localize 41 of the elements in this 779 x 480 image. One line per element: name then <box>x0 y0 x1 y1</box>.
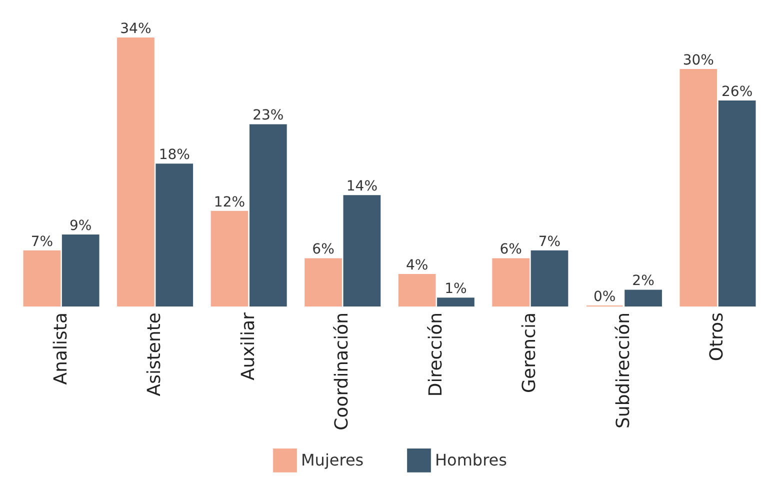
data-label: 34% <box>120 21 152 37</box>
bar <box>210 210 248 306</box>
data-label: 7% <box>30 234 54 250</box>
data-label: 18% <box>158 147 190 164</box>
bar <box>117 38 154 306</box>
bar <box>718 100 756 306</box>
data-label: 26% <box>722 84 753 100</box>
x-tick-label: Subdirección <box>612 312 634 428</box>
bar <box>304 258 342 306</box>
data-label: 2% <box>632 273 654 290</box>
bar <box>62 234 100 306</box>
data-label: 12% <box>214 194 246 210</box>
data-label: 14% <box>346 178 378 195</box>
legend-label: Mujeres <box>301 450 364 470</box>
data-label: 9% <box>69 218 92 234</box>
bar <box>23 250 61 306</box>
x-tick-label: Auxiliar <box>238 312 259 380</box>
data-label: 1% <box>444 281 467 298</box>
data-label: 23% <box>252 108 284 124</box>
bar <box>492 258 530 306</box>
bar <box>156 164 194 306</box>
bar <box>624 290 662 306</box>
data-label: 0% <box>594 289 616 305</box>
x-tick-label: Asistente <box>144 312 166 396</box>
data-label: 6% <box>312 242 334 258</box>
x-tick-label: Dirección <box>425 312 446 397</box>
x-tick-label: Gerencia <box>519 312 540 393</box>
x-tick-label: Analista <box>50 312 72 385</box>
x-tick-label: Coordinación <box>332 312 353 430</box>
bar <box>249 124 287 306</box>
bar <box>530 250 568 306</box>
data-label: 7% <box>538 234 561 250</box>
data-label: 6% <box>500 242 522 258</box>
bar <box>437 298 474 306</box>
bar <box>343 195 381 306</box>
data-label: 30% <box>682 52 714 69</box>
data-label: 4% <box>406 257 428 274</box>
x-tick-label: Otros <box>706 312 728 362</box>
bar <box>398 274 436 306</box>
bar <box>680 69 718 306</box>
legend-label: Hombres <box>435 450 507 470</box>
